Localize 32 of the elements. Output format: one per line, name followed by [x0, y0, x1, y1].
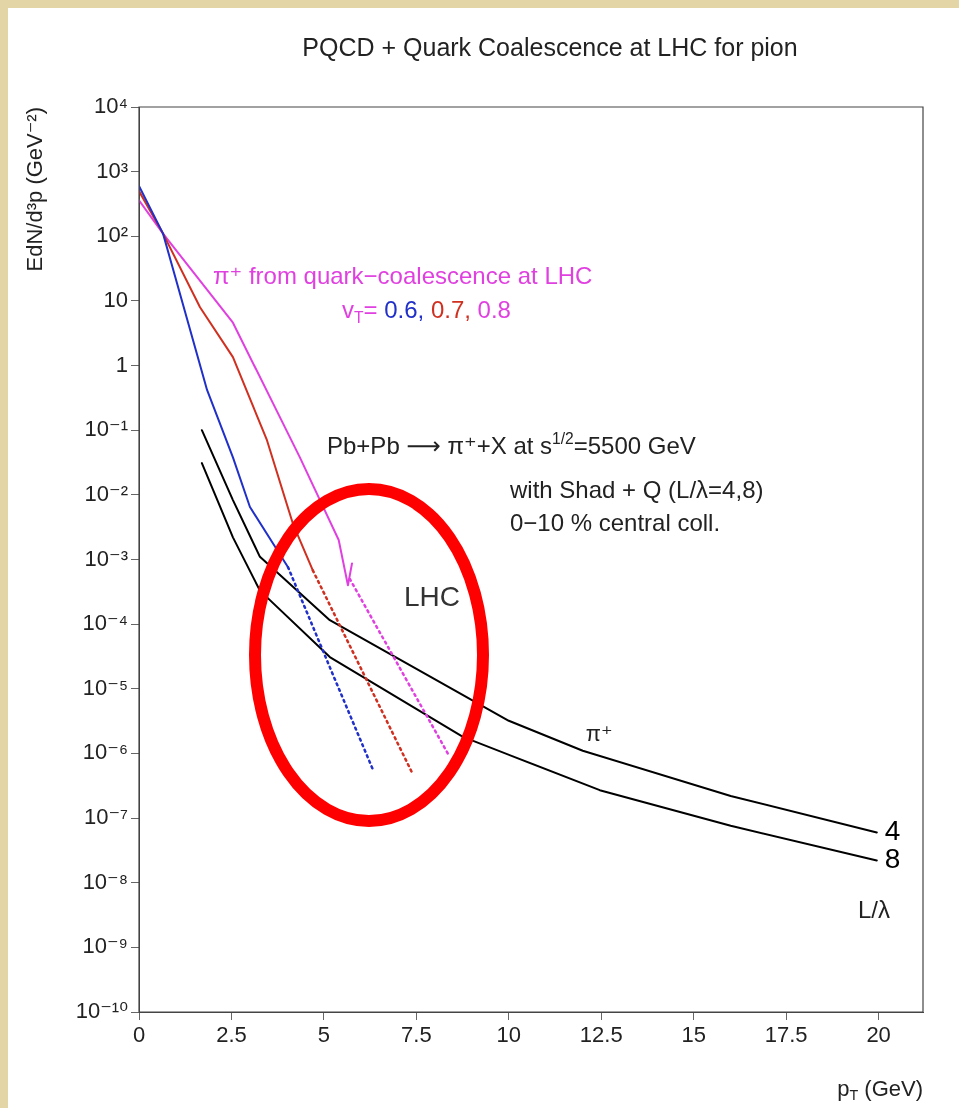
- annotation: L/λ: [858, 896, 891, 923]
- y-tick-label: 10: [103, 286, 128, 312]
- y-tick-label: 10⁻⁷: [83, 804, 129, 830]
- chart-title: PQCD + Quark Coalescence at LHC for pion: [302, 33, 798, 61]
- annotation: π⁺: [585, 721, 613, 747]
- x-tick-label: 7.5: [401, 1022, 432, 1048]
- x-tick-label: 10: [496, 1022, 522, 1048]
- y-tick-label: 10⁻⁶: [82, 739, 128, 765]
- annotation: with Shad + Q (L/λ=4,8): [509, 476, 764, 503]
- x-tick-label: 12.5: [579, 1022, 623, 1048]
- y-tick-label: 10⁻⁵: [82, 674, 128, 700]
- x-tick-label: 20: [866, 1022, 891, 1048]
- y-tick-label: 10⁻¹⁰: [75, 998, 129, 1024]
- x-tick-label: 15: [681, 1022, 706, 1048]
- x-tick-label: 2.5: [216, 1022, 247, 1048]
- y-axis-title: EdN/d³p (GeV⁻²): [22, 106, 47, 272]
- annotation: 0−10 % central coll.: [510, 509, 721, 536]
- y-tick-label: 10⁻⁹: [82, 933, 128, 959]
- y-tick-label: 10⁻³: [84, 545, 128, 571]
- x-tick-label: 17.5: [764, 1022, 808, 1048]
- y-tick-label: 10⁻¹: [84, 416, 128, 442]
- annotation: LHC: [404, 581, 461, 612]
- y-tick-label: 10⁻⁸: [82, 868, 128, 894]
- y-tick-label: 10³: [96, 157, 128, 183]
- x-tick-label: 0: [132, 1022, 146, 1048]
- y-tick-label: 10⁻²: [84, 480, 128, 506]
- annotation: π⁺ from quark−coalescence at LHC: [213, 262, 593, 289]
- y-tick-label: 10⁻⁴: [82, 610, 128, 636]
- y-tick-label: 10²: [96, 222, 128, 248]
- y-tick-label: 10⁴: [94, 93, 128, 119]
- x-tick-label: 5: [317, 1022, 331, 1048]
- y-tick-label: 1: [115, 351, 128, 377]
